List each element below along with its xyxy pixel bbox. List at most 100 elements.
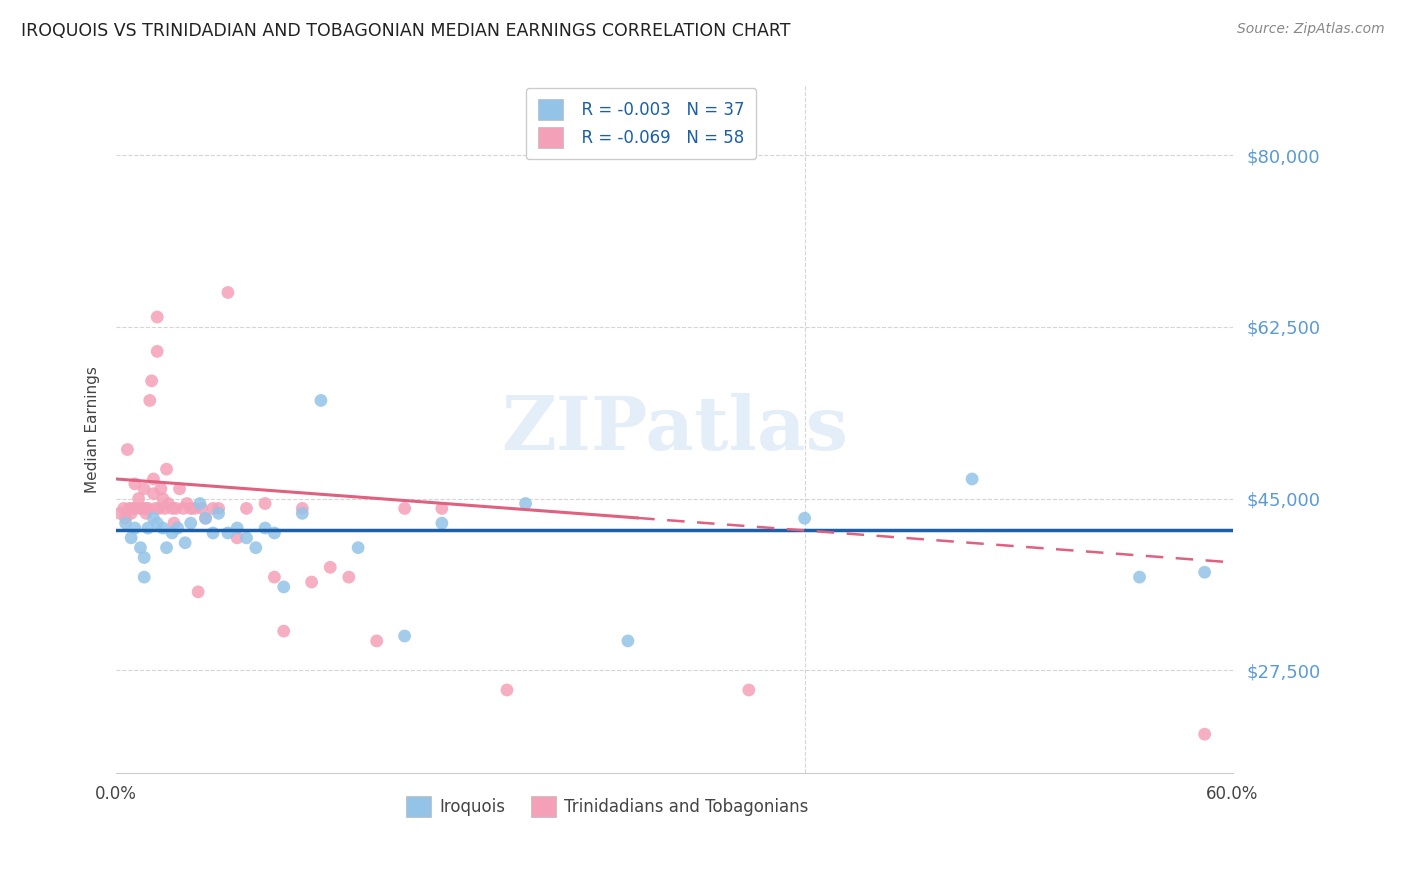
Point [142,472,165,486]
Point [183,501,205,516]
Point [301,575,323,590]
Point [134,570,156,584]
Point [134,550,156,565]
Point [226,531,249,545]
Point [617,634,640,648]
Point [394,629,416,643]
Point [202,525,225,540]
Point [174,535,197,549]
Point [142,486,165,500]
Point [176,496,198,510]
Point [122,501,145,516]
Point [124,521,146,535]
Point [135,506,157,520]
Text: Source: ZipAtlas.com: Source: ZipAtlas.com [1237,22,1385,37]
Point [394,501,416,516]
Point [131,501,153,516]
Point [141,374,163,388]
Point [194,511,217,525]
Point [960,472,983,486]
Legend: Iroquois, Trinidadians and Tobagonians: Iroquois, Trinidadians and Tobagonians [399,789,815,823]
Point [163,516,186,530]
Point [146,310,169,324]
Point [157,496,180,510]
Point [207,506,229,520]
Point [124,476,146,491]
Point [129,501,152,516]
Point [112,501,135,516]
Point [273,580,295,594]
Point [128,491,150,506]
Point [108,506,131,520]
Point [337,570,360,584]
Point [191,501,214,516]
Point [139,393,162,408]
Point [165,501,187,516]
Point [366,634,388,648]
Point [169,482,191,496]
Point [235,501,257,516]
Point [496,683,519,698]
Point [188,496,211,510]
Text: IROQUOIS VS TRINIDADIAN AND TOBAGONIAN MEDIAN EARNINGS CORRELATION CHART: IROQUOIS VS TRINIDADIAN AND TOBAGONIAN M… [21,22,790,40]
Point [347,541,370,555]
Point [430,516,453,530]
Point [166,521,188,535]
Point [153,501,176,516]
Point [120,506,142,520]
Point [254,521,277,535]
Point [129,541,152,555]
Point [194,511,217,525]
Point [152,521,174,535]
Point [146,516,169,530]
Point [263,525,285,540]
Point [155,541,177,555]
Point [1194,727,1216,741]
Point [155,462,177,476]
Point [738,683,761,698]
Point [149,482,172,496]
Point [1128,570,1150,584]
Point [114,511,136,525]
Point [180,516,202,530]
Point [291,501,314,516]
Point [217,525,239,540]
Point [226,521,249,535]
Point [309,393,332,408]
Point [143,501,166,516]
Point [1194,566,1216,580]
Point [254,496,277,510]
Point [136,501,159,516]
Point [152,491,174,506]
Point [217,285,239,300]
Point [117,442,139,457]
Point [136,521,159,535]
Point [114,516,136,530]
Point [180,501,202,516]
Point [430,501,453,516]
Point [142,511,165,525]
Point [160,525,183,540]
Text: ZIPatlas: ZIPatlas [501,393,848,467]
Point [187,585,209,599]
Point [291,506,314,520]
Point [120,531,142,545]
Point [118,501,141,516]
Point [172,501,194,516]
Point [515,496,537,510]
Point [135,501,157,516]
Point [245,541,267,555]
Point [319,560,342,574]
Point [202,501,225,516]
Point [263,570,285,584]
Point [146,344,169,359]
Point [793,511,815,525]
Point [134,482,156,496]
Point [148,501,170,516]
Point [273,624,295,639]
Point [235,531,257,545]
Point [160,501,183,516]
Y-axis label: Median Earnings: Median Earnings [86,367,100,493]
Point [207,501,229,516]
Point [124,501,146,516]
